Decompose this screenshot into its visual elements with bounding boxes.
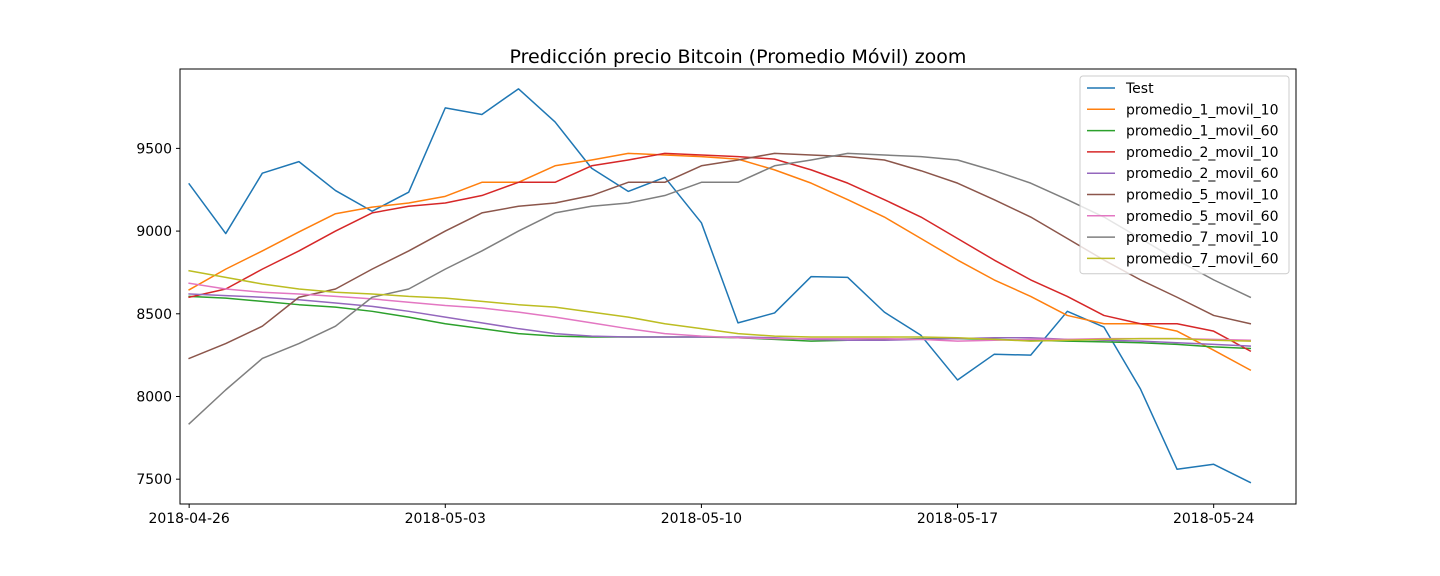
y-tick-label: 9000 <box>136 224 172 240</box>
axes: 2018-04-26 2018-05-03 2018-05-10 2018-05-17… <box>136 141 1254 527</box>
y-tick-label: 7500 <box>136 472 172 488</box>
x-tick-label: 2018-05-17 <box>917 511 998 527</box>
series-group <box>188 88 1252 484</box>
legend-label: promedio_2_movil_60 <box>1126 166 1278 182</box>
y-tick-label: 9500 <box>136 141 172 157</box>
legend-label: promedio_7_movil_10 <box>1126 230 1278 246</box>
y-tick-label: 8000 <box>136 389 172 405</box>
x-tick-label: 2018-05-10 <box>661 511 742 527</box>
x-tick-label: 2018-04-26 <box>148 511 229 527</box>
legend-label: promedio_5_movil_10 <box>1126 188 1278 204</box>
series-line-promedio-7-movil-60 <box>188 269 1252 342</box>
legend-label: promedio_7_movil_60 <box>1126 251 1278 267</box>
series-line-promedio-5-movil-10 <box>188 152 1252 360</box>
legend-label: promedio_5_movil_60 <box>1126 209 1278 225</box>
series-line-promedio-5-movil-60 <box>188 282 1252 342</box>
series-line-promedio-7-movil-10 <box>188 152 1252 425</box>
legend-label: promedio_1_movil_60 <box>1126 124 1278 140</box>
series-line-promedio-2-movil-10 <box>188 152 1252 353</box>
x-tick-label: 2018-05-24 <box>1173 511 1254 527</box>
x-tick-label: 2018-05-03 <box>405 511 486 527</box>
legend-label: promedio_2_movil_10 <box>1126 145 1278 161</box>
legend-box <box>1079 75 1290 275</box>
legend-label: promedio_1_movil_10 <box>1126 102 1278 118</box>
chart-title: Predicción precio Bitcoin (Promedio Móvi… <box>510 46 967 68</box>
series-line-promedio-1-movil-10 <box>188 152 1252 372</box>
legend-label: Test <box>1125 81 1154 97</box>
y-tick-label: 8500 <box>136 307 172 323</box>
legend: Test promedio_1_movil_10 promedio_1_movil_… <box>1079 75 1290 275</box>
